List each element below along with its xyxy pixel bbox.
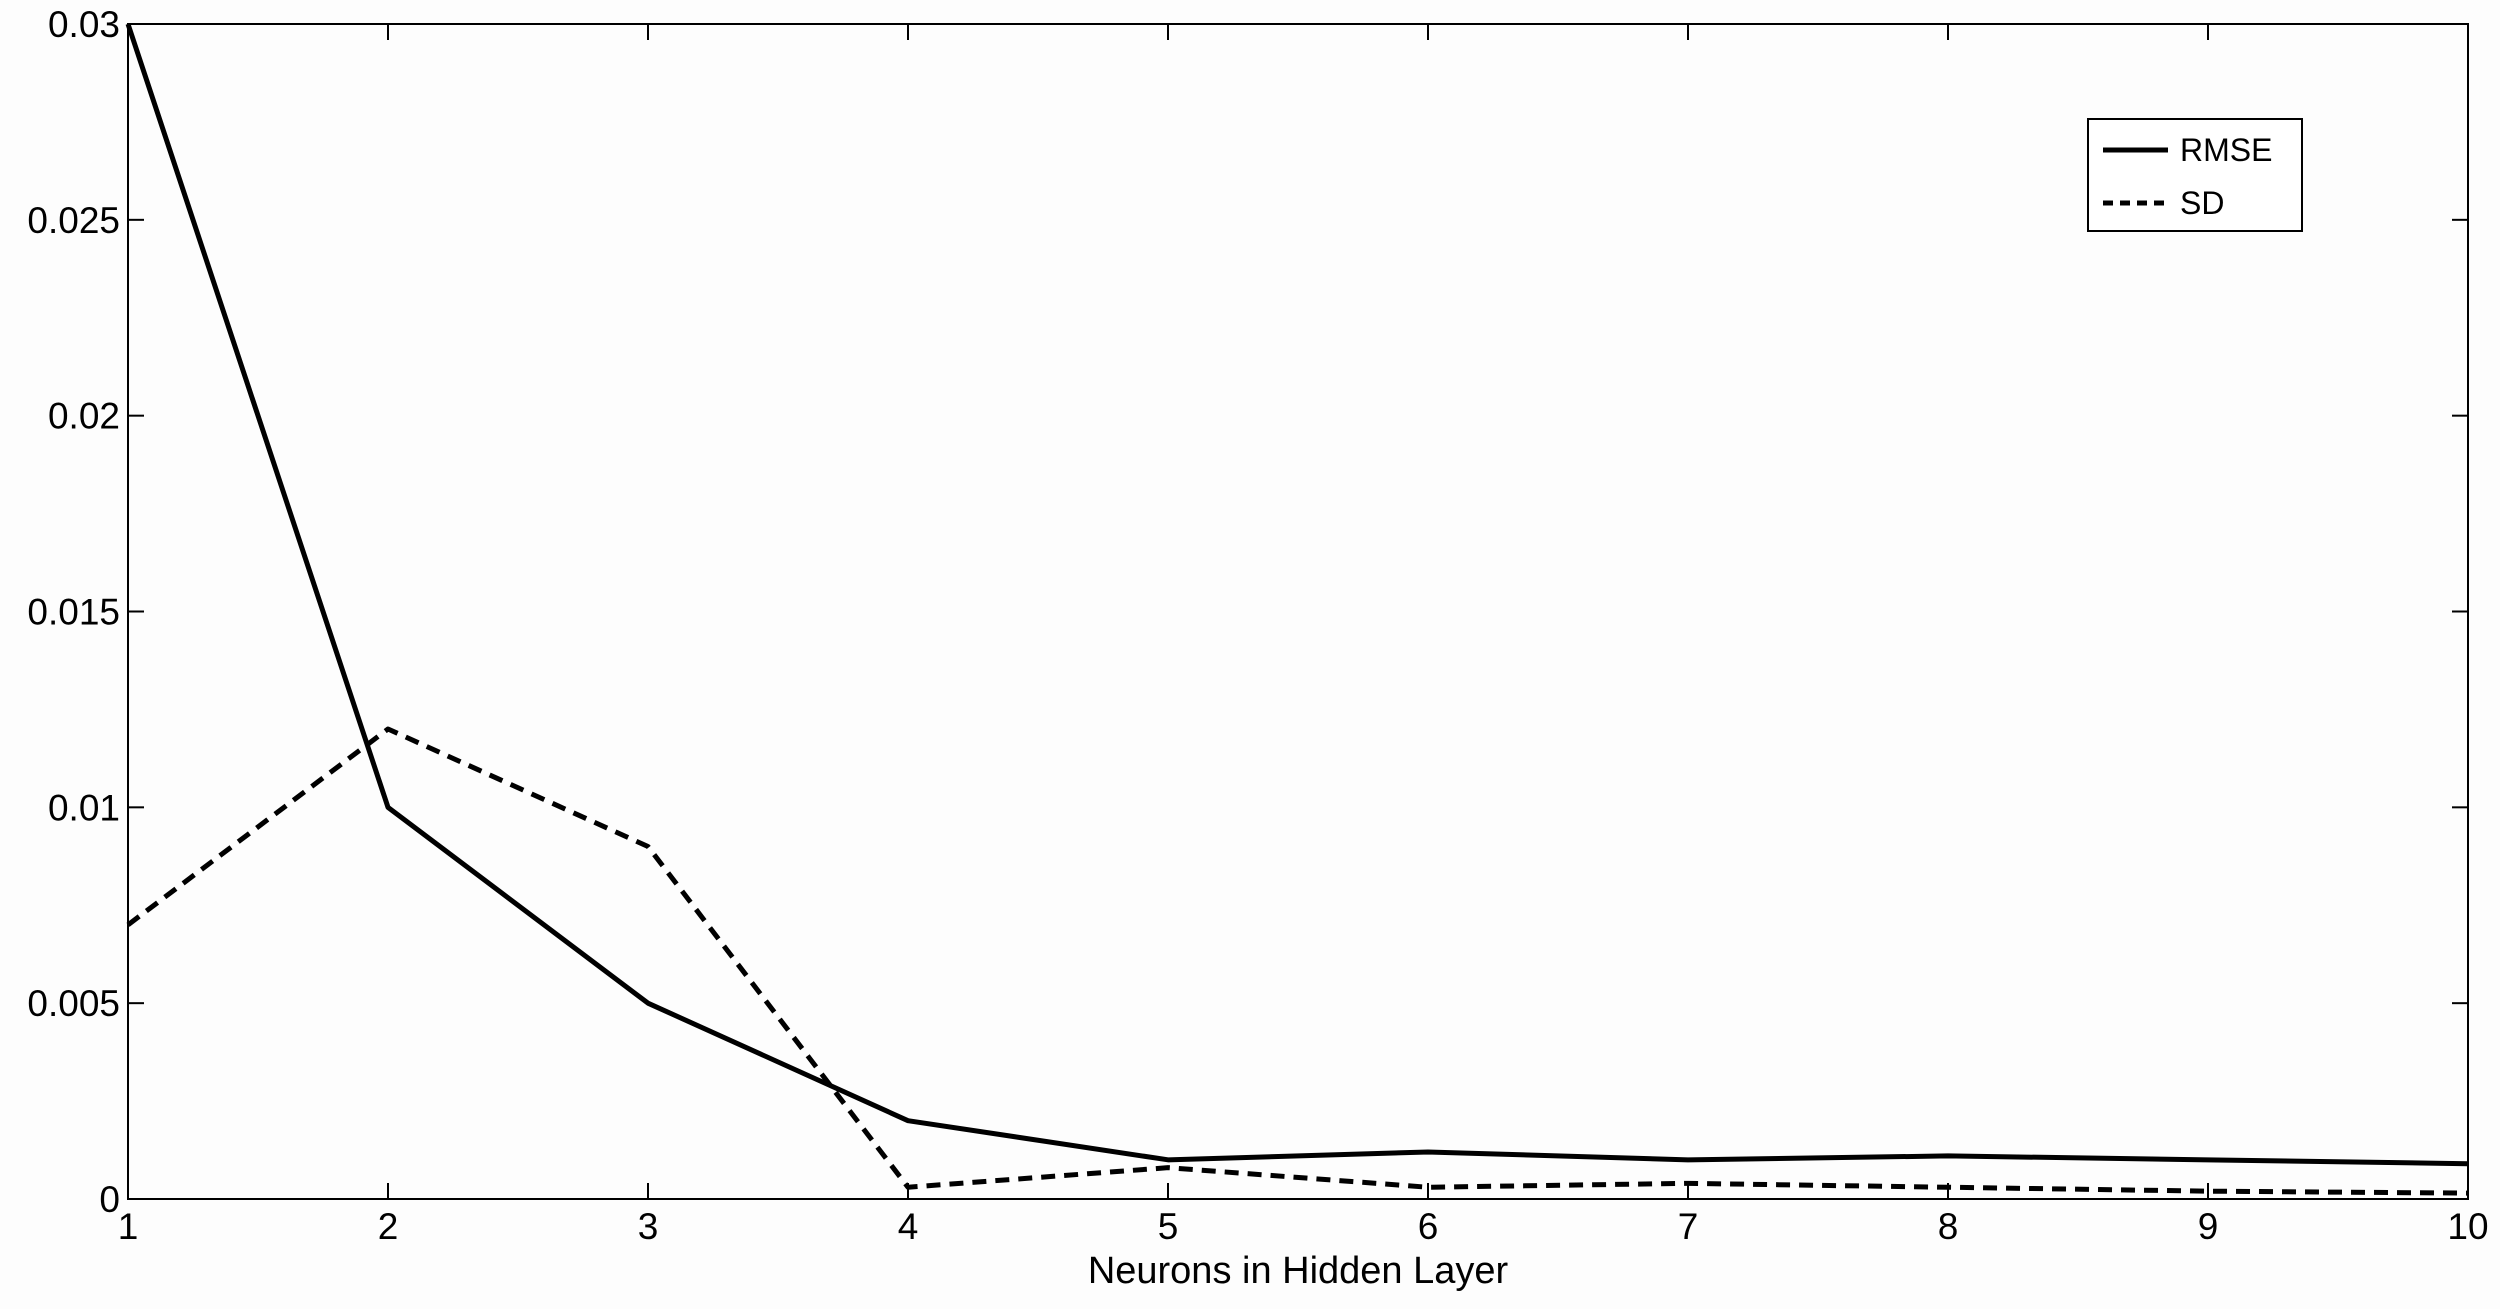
x-tick-label: 10 [2447, 1206, 2488, 1247]
legend-box [2087, 118, 2303, 232]
x-tick-label: 5 [1158, 1206, 1179, 1247]
series-layer [125, 23, 2469, 1196]
x-tick-label: 9 [2198, 1206, 2219, 1247]
series-line-sd [126, 726, 2469, 1196]
x-tick-label: 7 [1678, 1206, 1699, 1247]
y-tick-label: 0.015 [27, 592, 120, 633]
series-line-rmse [125, 23, 2469, 1167]
y-tick-label: 0.02 [48, 396, 120, 437]
x-tick-label: 6 [1418, 1206, 1439, 1247]
y-tick-label: 0.005 [27, 983, 120, 1024]
y-tick-label: 0.025 [27, 200, 120, 241]
y-tick-label: 0 [99, 1179, 120, 1220]
y-tick-label: 0.01 [48, 787, 120, 828]
x-tick-label: 1 [118, 1206, 139, 1247]
y-tick-label: 0.03 [48, 4, 120, 45]
x-tick-label: 8 [1938, 1206, 1959, 1247]
legend-label-sd: SD [2180, 185, 2224, 221]
x-axis-title: Neurons in Hidden Layer [1088, 1250, 1509, 1292]
x-tick-label: 2 [378, 1206, 399, 1247]
legend-label-rmse: RMSE [2180, 132, 2272, 168]
plot-area [127, 23, 2469, 1200]
x-tick-label: 3 [638, 1206, 659, 1247]
x-tick-label: 4 [898, 1206, 919, 1247]
legend: RMSE SD [2087, 118, 2303, 232]
axis-ticks: 1 2 3 4 5 6 7 8 9 10 0 0.005 0.01 0.015 0.02 0.025 0.03 [27, 4, 2488, 1247]
